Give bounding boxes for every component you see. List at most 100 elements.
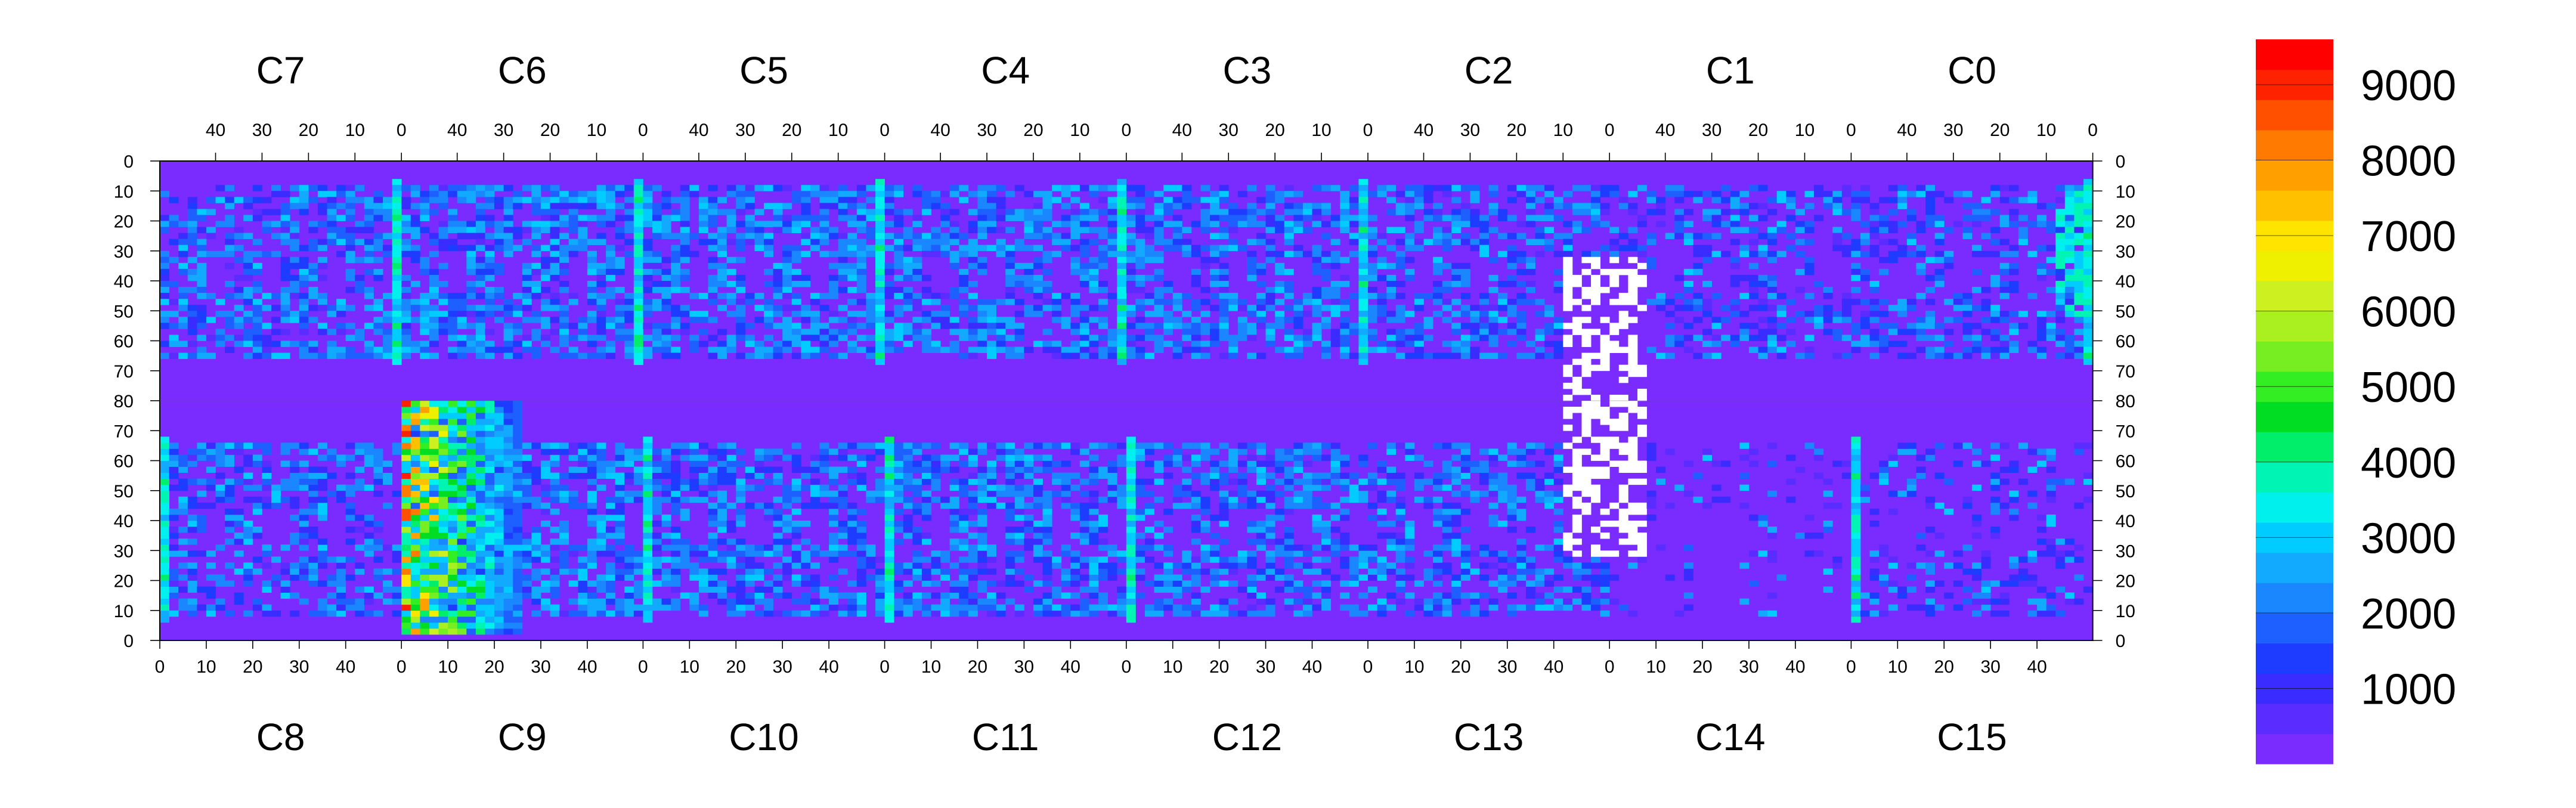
heatmap-cell	[726, 466, 736, 473]
heatmap-cell	[457, 568, 467, 575]
heatmap-cell	[1135, 203, 1145, 209]
heatmap-cell	[1860, 317, 1870, 323]
heatmap-cell	[671, 274, 681, 281]
heatmap-cell	[494, 586, 504, 593]
heatmap-cell	[578, 586, 588, 593]
heatmap-cell	[754, 227, 764, 233]
heatmap-cell	[1618, 233, 1628, 240]
heatmap-cell	[215, 340, 225, 347]
heatmap-cell	[726, 472, 736, 479]
heatmap-cell	[410, 460, 420, 467]
heatmap-cell	[931, 233, 941, 240]
heatmap-cell	[243, 233, 253, 240]
heatmap-cell	[522, 472, 532, 479]
heatmap-cell	[290, 460, 300, 467]
heatmap-cell	[1609, 256, 1620, 264]
heatmap-cell	[912, 335, 922, 341]
heatmap-cell	[680, 311, 690, 317]
heatmap-cell	[810, 484, 820, 491]
heatmap-cell	[225, 311, 235, 317]
heatmap-cell	[1395, 311, 1405, 317]
heatmap-cell	[940, 191, 950, 197]
heatmap-cell	[1135, 221, 1145, 227]
heatmap-cell	[1191, 244, 1201, 252]
heatmap-cell	[782, 256, 792, 264]
heatmap-cell	[197, 227, 207, 233]
heatmap-cell	[2083, 209, 2093, 215]
heatmap-cell	[1210, 335, 1220, 341]
heatmap-cell	[587, 448, 597, 455]
heatmap-cell	[578, 568, 588, 575]
heatmap-cell	[717, 502, 727, 509]
heatmap-cell	[1265, 305, 1275, 311]
heatmap-cell	[801, 191, 811, 197]
heatmap-cell	[252, 556, 262, 563]
heatmap-cell	[364, 352, 374, 360]
heatmap-cell	[178, 299, 188, 305]
heatmap-cell	[1460, 203, 1470, 209]
heatmap-cell	[503, 299, 513, 305]
heatmap-cell	[1990, 305, 2001, 311]
heatmap-cell	[448, 299, 458, 305]
heatmap-cell	[1470, 209, 1480, 215]
heatmap-cell	[773, 610, 783, 617]
heatmap-cell	[215, 604, 225, 611]
heatmap-cell	[2064, 346, 2075, 353]
heatmap-cell	[1767, 250, 1778, 258]
heatmap-cell	[652, 508, 662, 515]
heatmap-cell	[392, 305, 402, 311]
heatmap-cell	[782, 221, 792, 227]
heatmap-cell	[671, 502, 681, 509]
heatmap-cell	[345, 274, 355, 281]
heatmap-cell	[1107, 197, 1117, 203]
heatmap-cell	[215, 448, 225, 455]
heatmap-cell	[513, 478, 523, 485]
heatmap-cell	[243, 311, 253, 317]
heatmap-cell	[1330, 340, 1340, 347]
heatmap-cell	[671, 287, 681, 293]
heatmap-cell	[410, 419, 420, 425]
heatmap-cell	[1990, 352, 2001, 360]
heatmap-cell	[1544, 352, 1555, 360]
heatmap-cell	[1516, 191, 1527, 197]
heatmap-cell	[856, 262, 866, 270]
heatmap-cell	[1265, 203, 1275, 209]
heatmap-cell	[624, 191, 634, 197]
heatmap-cell	[624, 490, 634, 497]
heatmap-cell	[308, 527, 318, 533]
heatmap-cell	[587, 598, 597, 605]
heatmap-cell	[568, 598, 578, 605]
heatmap-cell	[596, 311, 606, 317]
heatmap-cell	[206, 562, 216, 569]
heatmap-cell	[671, 305, 681, 311]
heatmap-cell	[485, 502, 495, 509]
heatmap-cell	[1934, 256, 1945, 264]
heatmap-cell	[606, 580, 616, 587]
heatmap-cell	[1507, 274, 1517, 281]
heatmap-cell	[819, 305, 829, 311]
heatmap-cell	[420, 533, 430, 539]
heatmap-cell	[1405, 340, 1415, 347]
heatmap-cell	[987, 340, 997, 347]
heatmap-cell	[429, 287, 439, 293]
heatmap-cell	[1117, 268, 1127, 275]
heatmap-cell	[643, 508, 653, 515]
heatmap-cell	[745, 598, 755, 605]
heatmap-cell	[596, 352, 606, 360]
heatmap-cell	[225, 580, 235, 587]
heatmap-cell	[624, 311, 634, 317]
heatmap-cell	[1563, 323, 1573, 329]
heatmap-cell	[1591, 364, 1601, 372]
heatmap-cell	[698, 490, 708, 497]
heatmap-cell	[485, 586, 495, 593]
heatmap-cell	[243, 521, 253, 527]
heatmap-cell	[1172, 233, 1182, 240]
heatmap-cell	[1014, 239, 1024, 246]
heatmap-cell	[912, 233, 922, 240]
heatmap-cell	[1581, 268, 1592, 275]
heatmap-cell	[550, 244, 560, 252]
heatmap-cell	[819, 227, 829, 233]
heatmap-cell	[1906, 239, 1916, 246]
heatmap-cell	[801, 538, 811, 545]
heatmap-cell	[383, 466, 393, 473]
